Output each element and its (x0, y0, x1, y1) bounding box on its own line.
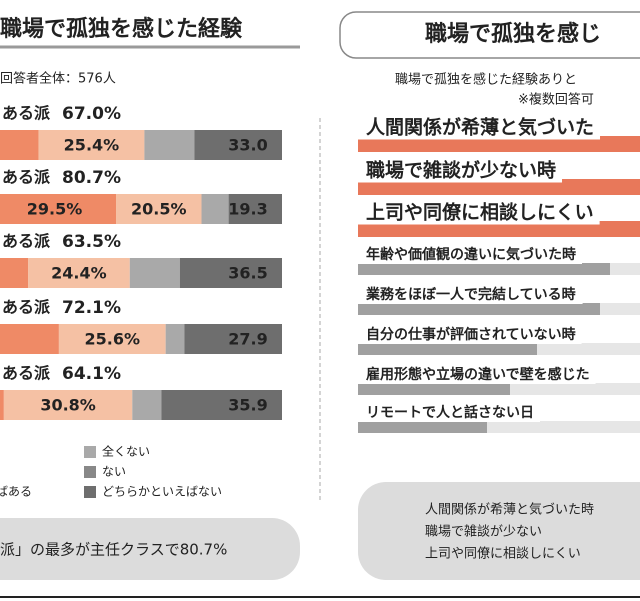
summary-line: 人間関係が希薄と気づいた時 (425, 502, 594, 518)
row-label: ある派 (2, 232, 51, 251)
bar-label: リモートで人と話さない日 (366, 404, 534, 421)
bar-label: 上司や同僚に相談しにくい (366, 201, 594, 224)
segment-label: 25.4% (64, 136, 120, 155)
bar-segment (38, 130, 145, 160)
bar-label: 業務をほぼ一人で完結している時 (365, 286, 576, 303)
summary-line: 上司や同僚に相談しにくい (425, 546, 581, 562)
nai-total: 27.9 (228, 330, 267, 349)
bar-segment (132, 390, 162, 420)
row-total: 64.1% (62, 364, 121, 384)
bar-segment (184, 324, 282, 354)
legend-swatch (84, 466, 96, 478)
nai-total: 33.0 (228, 136, 267, 155)
row-total: 67.0% (62, 104, 121, 124)
row-total: 72.1% (62, 298, 121, 318)
subtitle: 回答者全体：576人 (0, 71, 116, 87)
legend-label: ない (102, 465, 126, 479)
nai-total: 19.3 (228, 200, 267, 219)
bar-segment (28, 258, 130, 288)
legend-label: ばある (0, 485, 32, 499)
label-bg (358, 199, 600, 225)
summary-box (358, 482, 640, 580)
bar-segment (116, 194, 202, 224)
bar-label: 職場で雑談が少ない時 (366, 159, 556, 182)
label-bg (358, 325, 582, 344)
bar (358, 383, 510, 395)
summary-line: 職場で雑談が少ない (425, 524, 542, 540)
bar (358, 263, 610, 275)
segment-label: 29.5% (27, 200, 83, 219)
legend-label: 全くない (102, 444, 150, 459)
subnote: ※複数回答可 (518, 92, 594, 108)
label-bg (358, 157, 563, 183)
bar-segment (161, 390, 282, 420)
title-box (339, 11, 640, 59)
legend-swatch (84, 486, 96, 498)
note-box (0, 518, 300, 580)
chart-title: 職場で孤独を感じた経験 (0, 16, 243, 42)
bar-segment (165, 324, 185, 354)
bar-segment (129, 258, 180, 288)
bar-label: 自分の仕事が評価されていない時 (366, 326, 576, 343)
label-bg (358, 365, 596, 384)
bar-segment (0, 390, 4, 420)
bar-segment (0, 258, 29, 288)
bar-segment (0, 130, 39, 160)
bar-segment (144, 130, 195, 160)
bar (358, 303, 600, 315)
bar (358, 136, 640, 152)
bar-segment (228, 194, 282, 224)
bar-label: 人間関係が希薄と気づいた (366, 116, 594, 139)
bar-label: 年齢や価値観の違いに気づいた時 (366, 246, 576, 263)
label-bg (358, 114, 601, 140)
label-bg (358, 245, 582, 264)
row-label: ある派 (2, 168, 51, 187)
chart-title: 職場で孤独を感じ (425, 21, 601, 47)
bar-segment (201, 194, 229, 224)
row-label: ある派 (2, 364, 51, 383)
bar (358, 221, 640, 237)
nai-total: 35.9 (228, 396, 267, 415)
bar-segment (179, 258, 282, 288)
label-bg (358, 285, 583, 304)
segment-label: 25.6% (85, 330, 141, 349)
row-total: 63.5% (62, 232, 121, 252)
subtitle: 職場で孤独を感じた経験ありと (395, 72, 577, 88)
label-bg (358, 403, 540, 422)
bar-segment (58, 324, 166, 354)
bar (358, 343, 537, 355)
bar-segment (194, 130, 282, 160)
bar-segment (0, 194, 117, 224)
segment-label: 20.5% (131, 200, 187, 219)
segment-label: 24.4% (51, 264, 107, 283)
bar-segment (0, 324, 59, 354)
bar (358, 179, 640, 195)
row-label: ある派 (2, 104, 51, 123)
bar-segment (3, 390, 133, 420)
note: 派」の最多が主任クラスで80.7% (0, 541, 227, 559)
segment-label: 30.8% (40, 396, 96, 415)
bar (358, 421, 487, 433)
nai-total: 36.5 (228, 264, 267, 283)
row-label: ある派 (2, 298, 51, 317)
legend-label: どちらかといえばない (102, 485, 222, 499)
row-total: 80.7% (62, 168, 121, 188)
bar-label: 雇用形態や立場の違いで壁を感じた (366, 366, 590, 383)
legend-swatch (84, 446, 96, 458)
